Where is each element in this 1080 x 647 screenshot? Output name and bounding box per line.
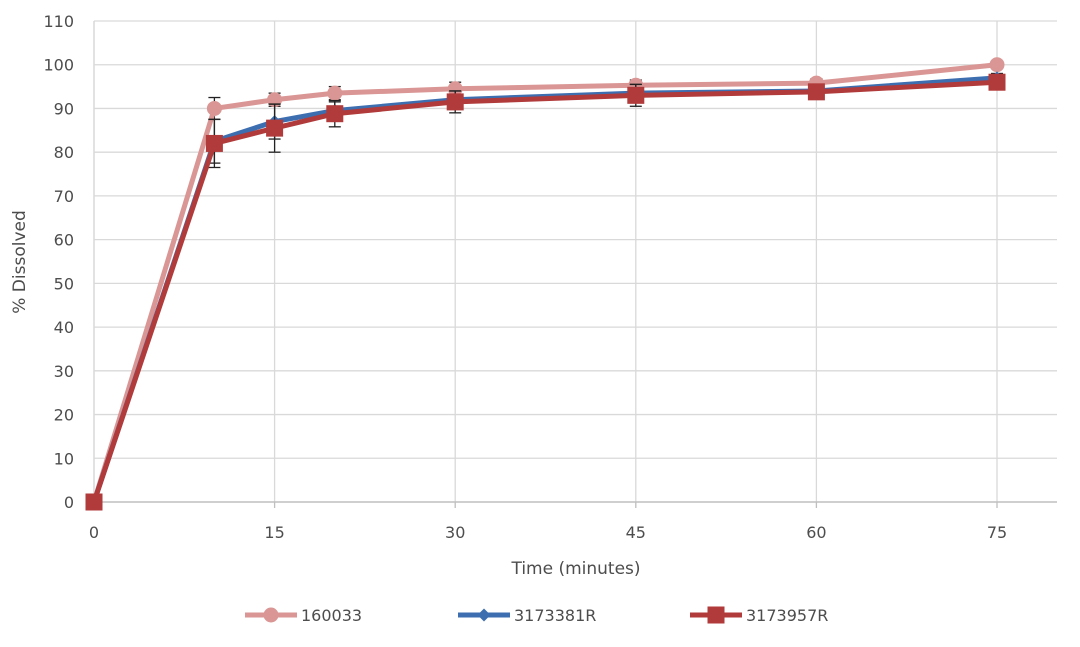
x-tick-label: 75 (987, 523, 1007, 542)
y-tick-label: 10 (54, 449, 74, 468)
legend-swatch-marker (263, 607, 279, 623)
legend-label: 3173381R (514, 606, 596, 625)
legend-label: 160033 (301, 606, 362, 625)
y-tick-label: 110 (43, 12, 74, 31)
y-tick-label: 80 (54, 143, 74, 162)
x-tick-label: 30 (445, 523, 465, 542)
y-tick-label: 50 (54, 274, 74, 293)
y-tick-label: 20 (54, 406, 74, 425)
data-point (327, 85, 343, 101)
y-tick-label: 100 (43, 56, 74, 75)
legend-item: 3173381R (458, 606, 596, 625)
data-point (627, 86, 645, 104)
data-point (807, 83, 825, 101)
data-point (326, 105, 344, 123)
legend-swatch-marker (707, 606, 725, 624)
y-tick-label: 30 (54, 362, 74, 381)
data-point (205, 134, 223, 152)
series-layer (85, 57, 1006, 511)
y-tick-label: 90 (54, 99, 74, 118)
data-point (447, 81, 463, 97)
y-tick-label: 70 (54, 187, 74, 206)
x-axis-title: Time (minutes) (510, 559, 640, 579)
y-tick-label: 60 (54, 231, 74, 250)
x-tick-label: 0 (89, 523, 99, 542)
data-point (446, 93, 464, 111)
x-tick-label: 45 (626, 523, 646, 542)
y-tick-label: 0 (64, 493, 74, 512)
legend-item: 160033 (245, 606, 362, 625)
data-point (989, 57, 1005, 73)
data-point (988, 73, 1006, 91)
legend-swatch-marker (477, 608, 491, 622)
series-line (91, 79, 1000, 505)
data-point (206, 100, 222, 116)
series-line (91, 62, 1000, 505)
series-3173957R (85, 73, 1006, 511)
legend-item: 3173957R (690, 606, 828, 625)
series-3173381R (87, 71, 1004, 509)
axis-layer: 0 10 20 30 40 50 60 70 80 90 100 110 0 15 30 45 60 75 (43, 12, 1057, 542)
y-tick-label: 40 (54, 318, 74, 337)
x-tick-label: 15 (264, 523, 284, 542)
data-point (266, 119, 284, 137)
y-axis-title: % Dissolved (10, 210, 30, 314)
legend: 160033 3173381R 3173957R (245, 606, 828, 625)
data-point (85, 493, 103, 511)
x-tick-label: 60 (806, 523, 826, 542)
legend-label: 3173957R (746, 606, 828, 625)
